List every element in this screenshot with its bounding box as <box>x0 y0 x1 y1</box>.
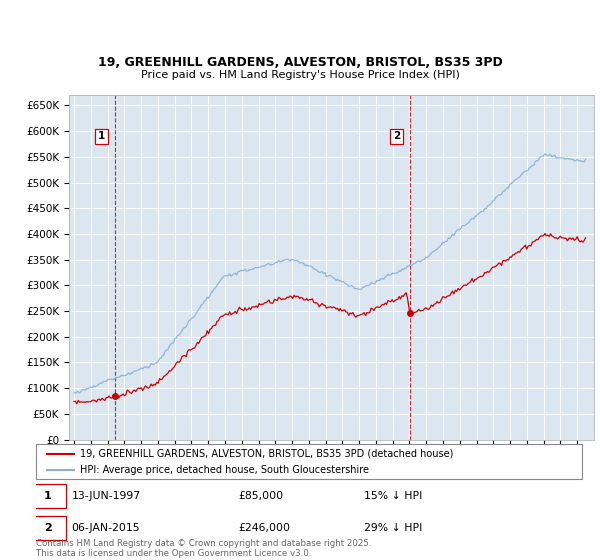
Text: 06-JAN-2015: 06-JAN-2015 <box>71 523 140 533</box>
Text: 1: 1 <box>98 132 106 141</box>
FancyBboxPatch shape <box>31 516 66 540</box>
Text: Contains HM Land Registry data © Crown copyright and database right 2025.
This d: Contains HM Land Registry data © Crown c… <box>36 539 371 558</box>
Text: 15% ↓ HPI: 15% ↓ HPI <box>364 491 422 501</box>
Text: 29% ↓ HPI: 29% ↓ HPI <box>364 523 422 533</box>
Text: 13-JUN-1997: 13-JUN-1997 <box>71 491 140 501</box>
FancyBboxPatch shape <box>36 444 582 479</box>
Text: HPI: Average price, detached house, South Gloucestershire: HPI: Average price, detached house, Sout… <box>80 465 368 475</box>
Text: 2: 2 <box>44 523 52 533</box>
Text: 1: 1 <box>44 491 52 501</box>
Text: 2: 2 <box>393 132 400 141</box>
Text: 19, GREENHILL GARDENS, ALVESTON, BRISTOL, BS35 3PD: 19, GREENHILL GARDENS, ALVESTON, BRISTOL… <box>98 56 502 69</box>
Text: 19, GREENHILL GARDENS, ALVESTON, BRISTOL, BS35 3PD (detached house): 19, GREENHILL GARDENS, ALVESTON, BRISTOL… <box>80 449 453 459</box>
FancyBboxPatch shape <box>31 484 66 508</box>
Text: £85,000: £85,000 <box>238 491 283 501</box>
Text: £246,000: £246,000 <box>238 523 290 533</box>
Text: Price paid vs. HM Land Registry's House Price Index (HPI): Price paid vs. HM Land Registry's House … <box>140 69 460 80</box>
